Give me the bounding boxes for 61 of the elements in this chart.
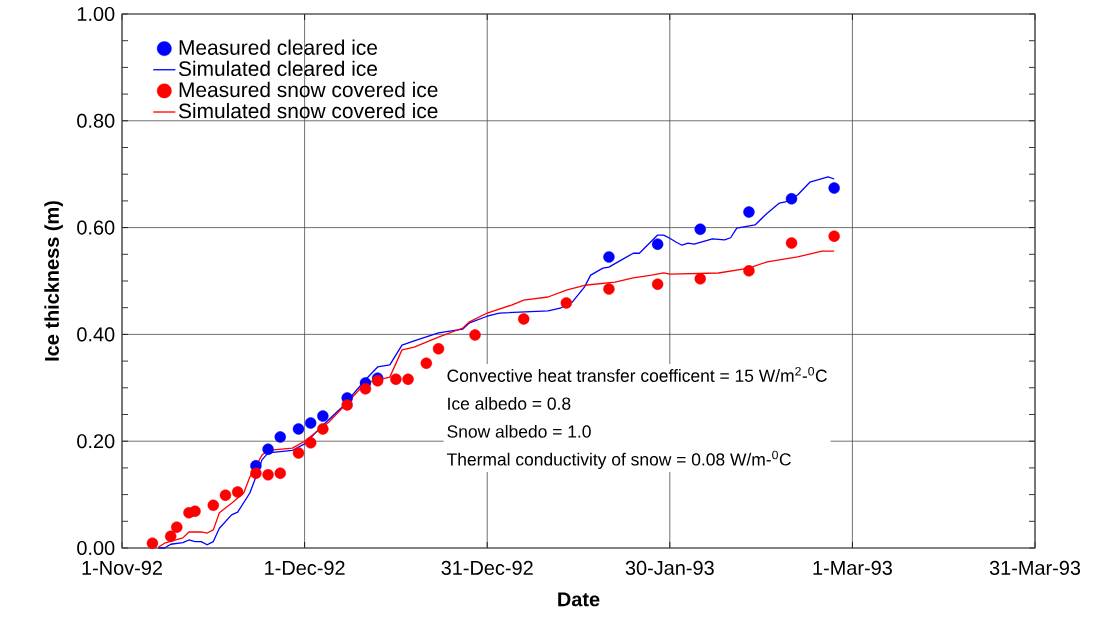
x-tick-label: 31-Mar-93: [989, 560, 1081, 575]
annotation: Convective heat transfer coefficent = 15 W/m$^{2}$-$^{0}$C: [447, 366, 827, 382]
point: [304, 417, 317, 429]
x-tick-label: 1-Mar-93: [813, 560, 892, 575]
point: [317, 410, 329, 422]
y-tick-label: 0.40: [77, 327, 115, 342]
point: [292, 447, 305, 459]
y-tick-label: 0.20: [77, 434, 115, 449]
point: [432, 343, 445, 355]
point: [171, 521, 183, 533]
point: [262, 469, 274, 481]
y-tick-label: 0.00: [77, 540, 115, 556]
point: [231, 486, 244, 498]
point: [828, 230, 840, 242]
point: [420, 357, 433, 369]
point: [785, 237, 798, 249]
y-tick-label: 0.60: [77, 220, 115, 235]
point: [189, 505, 201, 517]
legend-label: Measured snow covered ice: [179, 81, 438, 98]
legend-label: Simulated cleared ice: [178, 60, 378, 77]
point: [694, 223, 706, 235]
point: [146, 537, 159, 549]
point: [402, 373, 414, 385]
point: [359, 383, 372, 395]
point: [207, 499, 219, 511]
x-tick-label: 1-Nov-92: [82, 560, 162, 575]
annotation: Snow albedo = 1.0: [447, 424, 591, 438]
point: [219, 489, 232, 501]
point: [603, 283, 615, 295]
point: [743, 206, 755, 218]
y-axis-title: Ice thickness (m): [44, 201, 63, 361]
point: [469, 329, 481, 341]
legend-label: Measured cleared ice: [179, 39, 378, 55]
annotation: Ice albedo = 0.8: [448, 396, 571, 410]
point: [304, 437, 317, 449]
y-tick-label: 0.80: [77, 113, 115, 128]
point: [785, 193, 798, 205]
y-tick-label: 1.00: [77, 6, 115, 22]
point: [292, 423, 305, 435]
point: [262, 443, 274, 455]
x-tick-label: 31-Dec-92: [441, 560, 533, 575]
x-axis-title: Date: [558, 592, 600, 607]
annotation: Thermal conductivity of snow = 0.08 W/m-$^{0}$C: [446, 450, 791, 470]
point: [743, 265, 755, 277]
point: [651, 278, 664, 290]
point: [250, 467, 262, 479]
legend-label: Simulated snow covered ice: [178, 102, 438, 119]
point: [274, 467, 286, 479]
point: [390, 373, 402, 385]
x-tick-label: 1-Dec-92: [265, 560, 345, 575]
point: [603, 251, 615, 263]
point: [317, 423, 329, 435]
point: [694, 273, 706, 285]
point: [518, 313, 530, 325]
point: [560, 297, 573, 309]
point: [165, 530, 177, 542]
x-tick-label: 30-Jan-93: [625, 560, 714, 575]
point: [274, 431, 286, 443]
point: [651, 238, 664, 250]
point: [828, 182, 840, 194]
point: [341, 399, 353, 411]
